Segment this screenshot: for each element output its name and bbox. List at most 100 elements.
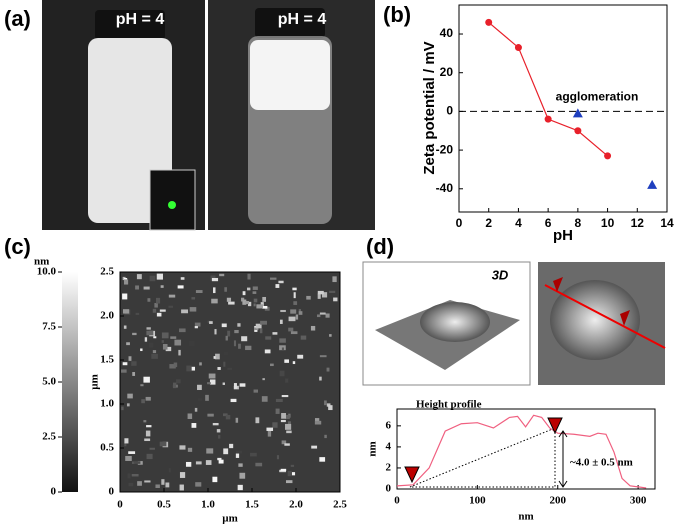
y-tick-label: 0: [386, 483, 392, 495]
texture: [281, 440, 287, 445]
texture: [212, 476, 218, 483]
texture: [225, 414, 231, 420]
texture: [328, 405, 333, 411]
texture: [272, 332, 278, 335]
texture: [223, 352, 229, 355]
x-axis-label: nm: [518, 511, 533, 523]
point: [544, 115, 552, 123]
texture: [227, 330, 231, 337]
colorbar-tick-label: 5.0: [42, 376, 56, 388]
texture: [137, 481, 142, 486]
texture: [194, 322, 201, 327]
texture: [169, 364, 176, 369]
texture: [291, 472, 296, 476]
texture: [199, 362, 202, 366]
texture: [214, 329, 217, 335]
y-tick-label: -40: [436, 181, 454, 195]
texture: [197, 398, 203, 401]
texture: [233, 383, 237, 389]
texture: [126, 342, 130, 346]
texture: [122, 362, 128, 366]
texture: [217, 457, 222, 461]
texture: [242, 299, 247, 305]
texture: [317, 290, 324, 295]
inset-photo: [149, 169, 196, 231]
guide: [409, 427, 556, 488]
y-tick-label: 1.0: [100, 398, 114, 410]
chart-title: Height profile: [416, 399, 482, 411]
texture: [272, 422, 278, 428]
y-tick-label: 2: [386, 461, 392, 473]
texture: [254, 327, 259, 331]
point: [485, 18, 493, 26]
texture: [190, 366, 196, 371]
texture: [162, 343, 168, 350]
texture: [195, 290, 203, 293]
texture: [281, 347, 284, 351]
texture: [151, 353, 158, 359]
y-tick-label: 2.0: [100, 310, 114, 322]
texture: [247, 301, 252, 307]
texture: [187, 447, 193, 452]
texture: [292, 287, 297, 291]
texture: [250, 452, 257, 457]
y-tick-label: 4: [386, 440, 392, 452]
colorbar-tick-label: 7.5: [42, 321, 56, 333]
x-tick-label: 0.5: [157, 499, 171, 511]
colorbar: [62, 272, 78, 492]
particle: [550, 280, 640, 360]
texture: [191, 423, 197, 428]
texture: [237, 484, 243, 491]
texture: [285, 414, 290, 420]
texture: [209, 379, 216, 385]
texture: [247, 287, 251, 291]
texture: [143, 376, 150, 383]
texture: [235, 450, 243, 454]
y-tick-label: 0.5: [100, 442, 114, 454]
texture: [235, 453, 240, 458]
colorbar-label: nm: [34, 256, 49, 268]
y-tick-label: 20: [440, 65, 454, 79]
texture: [275, 284, 280, 288]
texture: [321, 292, 328, 298]
texture: [140, 348, 143, 352]
vial-cap: [255, 8, 325, 38]
texture: [237, 323, 241, 327]
x-tick-label: 0: [117, 499, 123, 511]
texture: [265, 336, 272, 340]
texture: [165, 482, 170, 488]
texture: [148, 342, 154, 348]
texture: [128, 356, 132, 361]
texture: [121, 369, 127, 373]
point: [647, 179, 658, 189]
annotation: agglomeration: [556, 90, 639, 104]
texture: [179, 445, 186, 450]
texture: [259, 328, 263, 334]
texture: [261, 305, 268, 309]
profile-line: [544, 284, 666, 349]
x-tick-label: 14: [660, 216, 674, 230]
plot-frame: [396, 408, 656, 490]
texture: [217, 367, 221, 370]
texture: [266, 427, 274, 431]
texture: [213, 287, 216, 294]
texture: [179, 484, 184, 491]
texture: [247, 273, 251, 280]
texture: [295, 314, 299, 320]
texture: [288, 316, 296, 322]
texture: [255, 417, 260, 424]
texture: [211, 277, 219, 282]
texture: [132, 332, 137, 336]
texture: [293, 301, 298, 305]
texture: [208, 373, 216, 379]
texture: [127, 473, 131, 479]
texture: [131, 473, 139, 477]
texture: [239, 383, 246, 387]
texture: [260, 302, 264, 306]
texture: [188, 340, 195, 347]
texture: [238, 343, 241, 349]
texture: [209, 321, 213, 324]
texture: [287, 421, 291, 427]
texture: [227, 367, 233, 370]
texture: [252, 291, 257, 294]
